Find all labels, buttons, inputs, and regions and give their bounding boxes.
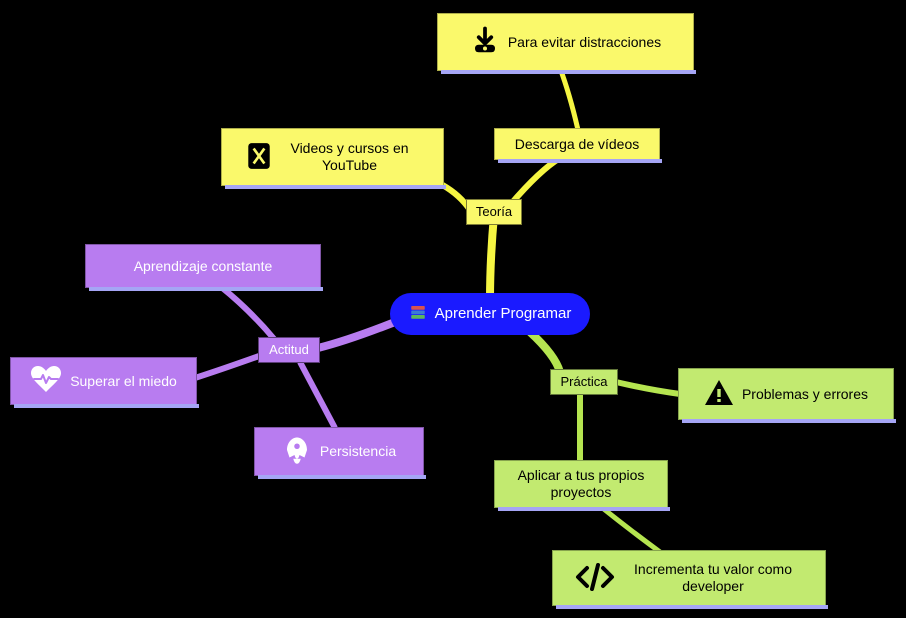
node-persistencia-label: Persistencia	[320, 443, 396, 460]
books-icon	[409, 303, 427, 325]
node-distracciones-label: Para evitar distracciones	[508, 34, 661, 51]
rocket-icon	[282, 435, 312, 468]
node-persistencia[interactable]: Persistencia	[254, 427, 424, 476]
node-superar-label: Superar el miedo	[70, 373, 177, 390]
node-teoria[interactable]: Teoría	[466, 199, 522, 225]
node-teoria-label: Teoría	[476, 204, 512, 220]
placeholder-icon	[246, 141, 272, 174]
node-aprendizaje-label: Aprendizaje constante	[134, 258, 273, 275]
node-problemas[interactable]: Problemas y errores	[678, 368, 894, 420]
download-icon	[470, 26, 500, 59]
heartbeat-icon	[30, 366, 62, 397]
node-descarga[interactable]: Descarga de vídeos	[494, 128, 660, 160]
code-icon	[575, 562, 615, 595]
node-superar[interactable]: Superar el miedo	[10, 357, 197, 405]
node-videos-label: Videos y cursos en YouTube	[280, 140, 420, 174]
node-actitud[interactable]: Actitud	[258, 337, 320, 363]
node-actitud-label: Actitud	[269, 342, 309, 358]
node-practica[interactable]: Práctica	[550, 369, 618, 395]
warning-icon	[704, 379, 734, 410]
node-aplicar-label: Aplicar a tus propios proyectos	[505, 467, 657, 501]
node-incrementa-label: Incrementa tu valor como developer	[623, 561, 803, 595]
node-aprendizaje[interactable]: Aprendizaje constante	[85, 244, 321, 288]
node-distracciones[interactable]: Para evitar distracciones	[437, 13, 694, 71]
node-center[interactable]: Aprender Programar	[390, 293, 590, 335]
node-practica-label: Práctica	[561, 374, 608, 390]
node-incrementa[interactable]: Incrementa tu valor como developer	[552, 550, 826, 606]
node-videos-youtube[interactable]: Videos y cursos en YouTube	[221, 128, 444, 186]
node-descarga-label: Descarga de vídeos	[515, 136, 640, 153]
node-aplicar[interactable]: Aplicar a tus propios proyectos	[494, 460, 668, 508]
node-center-label: Aprender Programar	[435, 305, 572, 323]
node-problemas-label: Problemas y errores	[742, 386, 868, 403]
